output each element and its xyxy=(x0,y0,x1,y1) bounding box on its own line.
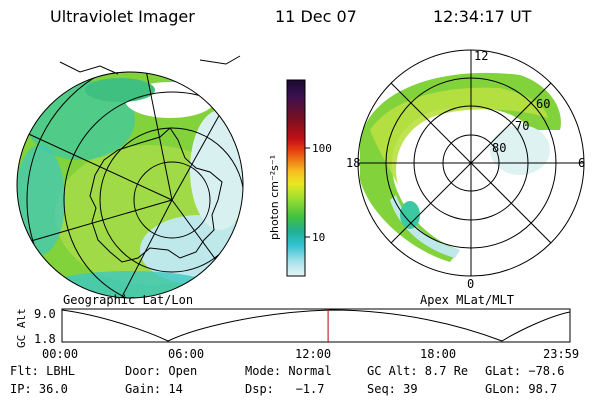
colorbar xyxy=(286,79,310,277)
status-ip: IP: 36.0 xyxy=(10,382,68,396)
time-tick-6: 06:00 xyxy=(168,347,204,361)
mlat-label-70: 70 xyxy=(515,119,529,133)
mlat-label-80: 80 xyxy=(492,141,506,155)
altitude-ylabel: GC Alt xyxy=(15,308,28,348)
mlt-label-6: 6 xyxy=(578,156,585,170)
geo-longitude-grid xyxy=(17,72,243,298)
time-tick-12: 12:00 xyxy=(295,347,331,361)
geo-coastline xyxy=(89,127,223,263)
observation-date: 11 Dec 07 xyxy=(275,7,357,26)
altitude-curve xyxy=(61,309,571,342)
status-mode: Mode: Normal xyxy=(245,364,332,378)
status-gain: Gain: 14 xyxy=(125,382,183,396)
time-tick-0: 00:00 xyxy=(42,347,78,361)
colorbar-unit-label: photon cm⁻²s⁻¹ xyxy=(268,155,281,240)
status-door: Door: Open xyxy=(125,364,198,378)
colorbar-tick-label-10: 10 xyxy=(312,231,325,244)
observation-time: 12:34:17 UT xyxy=(433,7,532,26)
mlt-label-12: 12 xyxy=(474,49,488,63)
geo-latitude-grid xyxy=(26,72,243,298)
status-filter: Flt: LBHL xyxy=(10,364,76,378)
polar-aurora-image xyxy=(360,72,561,262)
polar-mlt-grid xyxy=(358,50,584,276)
geographic-image-panel xyxy=(16,55,244,299)
polar-panel-caption: Apex MLat/MLT xyxy=(420,293,514,307)
polar-image-panel xyxy=(357,49,585,277)
altitude-min-label: 1.8 xyxy=(34,332,56,346)
status-glon: GLon: 98.7 xyxy=(485,382,558,396)
mlt-label-18: 18 xyxy=(346,156,360,170)
time-tick-18: 18:00 xyxy=(420,347,456,361)
mlat-label-60: 60 xyxy=(536,97,550,111)
instrument-title: Ultraviolet Imager xyxy=(50,7,195,26)
altitude-max-label: 9.0 xyxy=(34,307,56,321)
colorbar-tick-label-100: 100 xyxy=(312,142,332,155)
status-seq: Seq: 39 xyxy=(367,382,418,396)
status-glat: GLat: −78.6 xyxy=(485,364,565,378)
mlt-label-0: 0 xyxy=(467,277,474,291)
altitude-plot xyxy=(61,308,571,343)
geographic-aurora-image xyxy=(17,72,243,298)
altitude-plot-frame xyxy=(61,308,571,343)
time-tick-end: 23:59 xyxy=(543,347,579,361)
colorbar-bar xyxy=(286,79,306,277)
status-gc-alt: GC Alt: 8.7 Re xyxy=(367,364,469,378)
geo-panel-caption: Geographic Lat/Lon xyxy=(63,293,193,307)
status-dsp: Dsp: −1.7 xyxy=(245,382,325,396)
geo-coastline-fragments xyxy=(59,55,241,75)
